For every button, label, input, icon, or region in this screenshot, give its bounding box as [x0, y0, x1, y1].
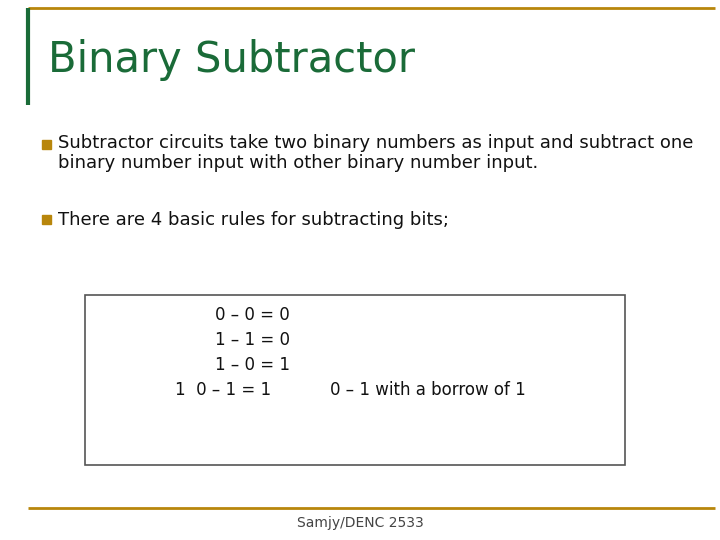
Text: binary number input with other binary number input.: binary number input with other binary nu… [58, 154, 539, 172]
Text: 1  0 – 1 = 1: 1 0 – 1 = 1 [175, 381, 271, 399]
Text: 0 – 0 = 0: 0 – 0 = 0 [215, 306, 289, 324]
Text: 1 – 1 = 0: 1 – 1 = 0 [215, 331, 290, 349]
Bar [42, 215, 51, 224]
Text: Subtractor circuits take two binary numbers as input and subtract one: Subtractor circuits take two binary numb… [58, 134, 693, 152]
Bar [42, 140, 51, 149]
Text: 1 – 0 = 1: 1 – 0 = 1 [215, 356, 290, 374]
Text: 0 – 1 with a borrow of 1: 0 – 1 with a borrow of 1 [330, 381, 526, 399]
Text: Samjy/DENC 2533: Samjy/DENC 2533 [297, 516, 423, 530]
Text: Binary Subtractor: Binary Subtractor [48, 39, 415, 81]
Text: There are 4 basic rules for subtracting bits;: There are 4 basic rules for subtracting … [58, 211, 449, 229]
FancyBboxPatch shape [85, 295, 625, 465]
